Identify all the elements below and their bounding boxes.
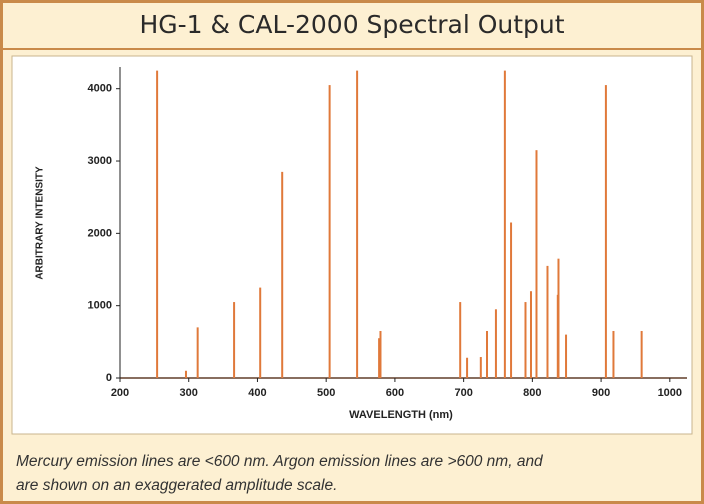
x-axis-label: WAVELENGTH (nm) <box>349 409 453 421</box>
spectral-line <box>184 370 187 378</box>
spectral-line <box>535 150 538 378</box>
spectral-line <box>379 330 382 378</box>
x-tick-label: 800 <box>523 387 541 399</box>
x-tick-label: 600 <box>386 387 404 399</box>
spectral-line <box>259 287 262 378</box>
spectral-line <box>196 327 199 378</box>
caption-line: are shown on an exaggerated amplitude sc… <box>16 477 337 494</box>
plot-panel <box>11 55 693 435</box>
y-tick-label: 2000 <box>88 227 112 239</box>
spectral-line <box>529 291 532 378</box>
spectral-line <box>486 330 489 378</box>
y-tick-label: 0 <box>106 372 112 384</box>
spectral-line <box>524 302 527 378</box>
spectral-line <box>356 70 359 379</box>
spectral-line <box>378 338 381 378</box>
spectral-line <box>510 222 513 378</box>
x-tick-label: 700 <box>454 387 472 399</box>
x-tick-label: 400 <box>248 387 266 399</box>
y-axis-label: ARBITRARY INTENSITY <box>35 166 46 280</box>
spectral-line <box>640 330 643 378</box>
spectral-line <box>479 357 482 378</box>
spectral-line <box>233 302 236 378</box>
x-tick-label: 1000 <box>658 387 682 399</box>
caption-line: Mercury emission lines are <600 nm. Argo… <box>16 453 544 470</box>
spectral-line <box>557 258 560 378</box>
y-tick-label: 3000 <box>88 155 112 167</box>
y-tick-label: 1000 <box>88 300 112 312</box>
x-tick-label: 300 <box>180 387 198 399</box>
x-tick-label: 500 <box>317 387 335 399</box>
spectral-line <box>156 70 159 379</box>
x-tick-label: 200 <box>111 387 129 399</box>
x-tick-label: 900 <box>592 387 610 399</box>
spectral-line <box>281 171 284 378</box>
spectral-line <box>494 309 497 378</box>
spectral-line <box>328 85 331 379</box>
spectral-line <box>466 357 469 378</box>
y-tick-label: 4000 <box>88 83 112 95</box>
chart-title: HG-1 & CAL-2000 Spectral Output <box>139 10 564 39</box>
spectral-line <box>546 265 549 378</box>
spectral-line <box>565 334 568 378</box>
spectral-line <box>612 330 615 378</box>
spectral-line <box>604 85 607 379</box>
spectral-line <box>503 70 506 379</box>
spectral-line <box>459 302 462 378</box>
